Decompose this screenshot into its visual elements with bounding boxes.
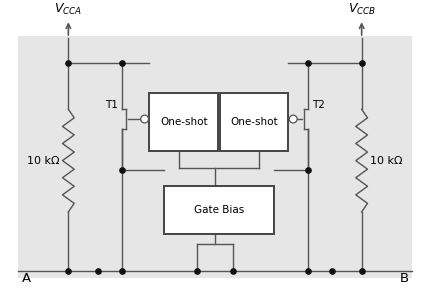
Text: B: B [399, 271, 408, 285]
Text: $V_{CCB}$: $V_{CCB}$ [347, 2, 376, 18]
Text: One-shot: One-shot [160, 117, 208, 127]
Bar [18, 36, 412, 278]
Text: 10 kΩ: 10 kΩ [27, 156, 59, 166]
Text: T2: T2 [312, 100, 325, 110]
Text: A: A [22, 271, 31, 285]
Circle shape [289, 115, 297, 123]
Text: T1: T1 [105, 100, 118, 110]
Text: Gate Bias: Gate Bias [194, 205, 244, 215]
Text: 10 kΩ: 10 kΩ [371, 156, 403, 166]
Text: $V_{CCA}$: $V_{CCA}$ [54, 2, 83, 18]
Circle shape [141, 115, 148, 123]
Bar [164, 186, 273, 234]
Text: One-shot: One-shot [230, 117, 278, 127]
Bar [150, 93, 218, 151]
Bar [220, 93, 289, 151]
